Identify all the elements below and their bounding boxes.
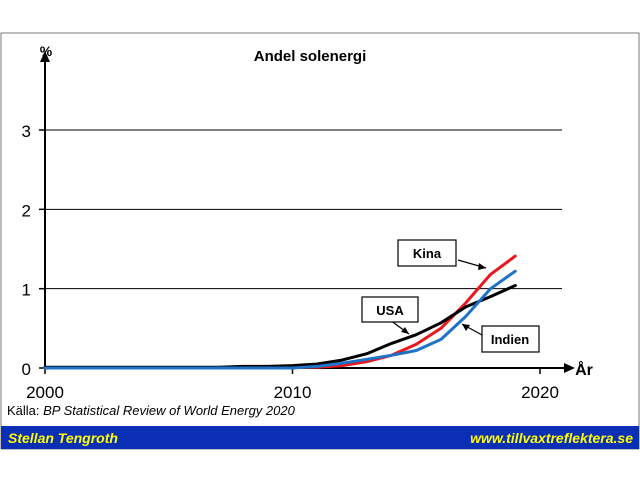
annotation-usa: USA [361,296,419,335]
x-tick-label-2020: 2020 [521,383,559,402]
x-axis-arrow [564,363,575,373]
annotation-kina: Kina [397,239,487,270]
annotation-indien-label: Indien [491,332,529,347]
annotation-usa-arrowhead [401,327,409,334]
source-prefix: Källa: [7,403,43,418]
gridlines [45,129,562,290]
annotation-usa-box [361,296,419,323]
y-axis-arrow [40,51,50,62]
outer-border [0,32,640,450]
annotation-kina-arrowhead [478,263,486,270]
source-text: Källa: BP Statistical Review of World En… [7,403,296,418]
annotation-indien: Indien [461,323,540,353]
y-axis-label: % [40,43,53,59]
annotation-indien-arrowhead [462,324,470,331]
x-tick-label-2000: 2000 [26,383,64,402]
x-tick-label-2010: 2010 [274,383,312,402]
y-tick-label-2: 2 [22,201,31,220]
series-line-indien [43,269,517,370]
annotation-indien-box [481,325,540,353]
footer-bar [1,426,639,449]
x-axis-label: År [575,360,593,379]
annotation-usa-label: USA [376,303,404,318]
y-tick-label-1: 1 [22,281,31,300]
source-title: BP Statistical Review of World Energy 20… [43,403,295,418]
annotation-kina-label: Kina [413,246,442,261]
y-tick-label-3: 3 [22,122,31,141]
series-group [43,254,517,370]
y-tick-label-0: 0 [22,360,31,379]
footer-author: Stellan Tengroth [8,430,118,446]
footer-website[interactable]: www.tillvaxtreflektera.se [470,430,633,446]
chart-title: Andel solenergi [254,48,367,65]
annotation-kina-box [397,239,457,267]
